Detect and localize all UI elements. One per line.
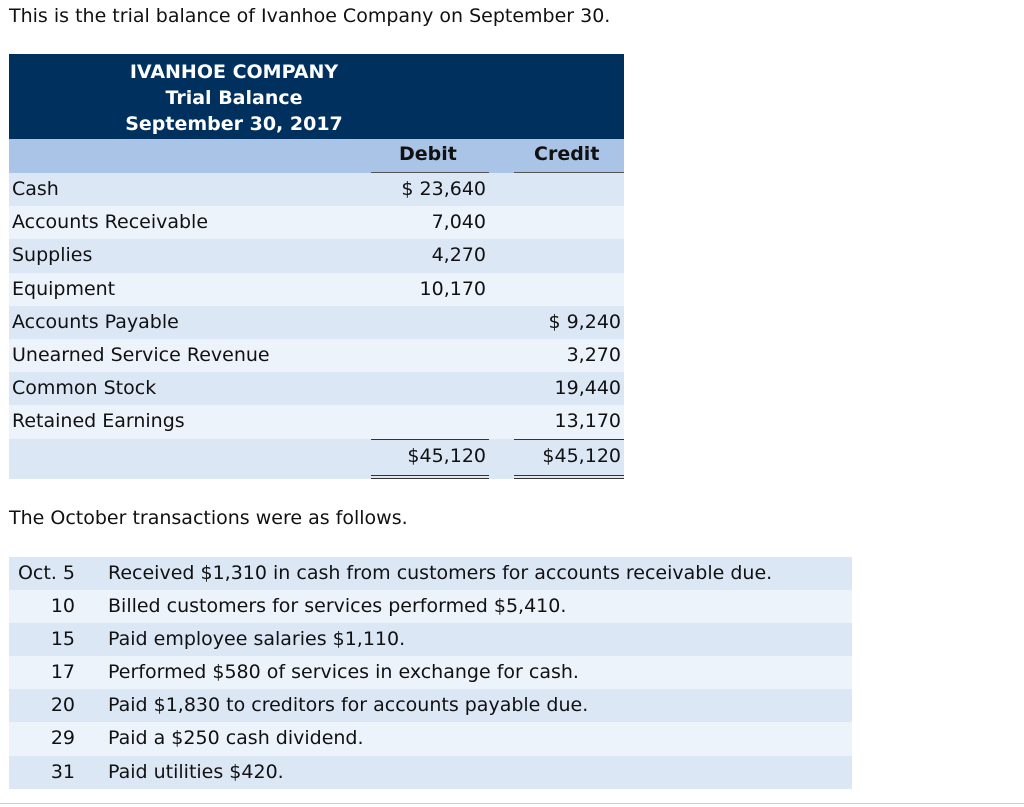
account-name: Unearned Service Revenue bbox=[12, 343, 270, 366]
list-item: Oct. 5 Received $1,310 in cash from cust… bbox=[9, 557, 852, 591]
account-name: Cash bbox=[12, 178, 59, 200]
debit-total-rule bbox=[371, 438, 489, 440]
debit-amount: 4,270 bbox=[431, 244, 486, 267]
credit-amount: 13,170 bbox=[554, 410, 621, 433]
intro-text: This is the trial balance of Ivanhoe Com… bbox=[9, 5, 611, 27]
transactions-list: Oct. 5 Received $1,310 in cash from cust… bbox=[9, 557, 852, 789]
credit-amount: $ 9,240 bbox=[548, 310, 621, 333]
table-row: Equipment 10,170 bbox=[9, 272, 624, 306]
debit-header: Debit bbox=[399, 143, 457, 165]
company-name: IVANHOE COMPANY bbox=[129, 61, 339, 83]
debit-amount: 7,040 bbox=[431, 211, 486, 234]
account-name: Equipment bbox=[12, 277, 116, 300]
transaction-text: Paid employee salaries $1,110. bbox=[108, 628, 406, 651]
transaction-text: Billed customers for services performed … bbox=[108, 595, 567, 618]
debit-double-underline bbox=[371, 474, 489, 479]
account-name: Retained Earnings bbox=[12, 410, 185, 433]
column-headers: Debit Credit bbox=[9, 139, 624, 173]
list-item: 29 Paid a $250 cash dividend. bbox=[9, 722, 852, 756]
list-item: 31 Paid utilities $420. bbox=[9, 755, 852, 789]
transaction-text: Paid a $250 cash dividend. bbox=[108, 727, 364, 750]
transaction-date: Oct. 5 bbox=[17, 562, 75, 584]
credit-total: $45,120 bbox=[542, 444, 621, 467]
list-item: 15 Paid employee salaries $1,110. bbox=[9, 623, 852, 657]
list-item: 17 Performed $580 of services in exchang… bbox=[9, 656, 852, 690]
credit-header-underline bbox=[514, 172, 624, 173]
table-row: Supplies 4,270 bbox=[9, 239, 624, 273]
account-name: Supplies bbox=[12, 244, 93, 267]
list-item: 20 Paid $1,830 to creditors for accounts… bbox=[9, 689, 852, 723]
account-name: Common Stock bbox=[12, 377, 157, 400]
credit-total-rule bbox=[514, 438, 624, 440]
transaction-date: 20 bbox=[50, 694, 75, 717]
transaction-text: Paid $1,830 to creditors for accounts pa… bbox=[108, 694, 589, 717]
totals-row: $45,120 $45,120 bbox=[9, 438, 624, 479]
transaction-date: 17 bbox=[50, 661, 75, 684]
transaction-date: 10 bbox=[50, 595, 75, 618]
credit-double-underline bbox=[514, 474, 624, 479]
transaction-text: Received $1,310 in cash from customers f… bbox=[108, 562, 773, 584]
transaction-date: 29 bbox=[50, 727, 75, 750]
table-row: Cash $ 23,640 bbox=[9, 173, 624, 207]
debit-amount: 10,170 bbox=[419, 277, 486, 300]
statement-title: Trial Balance bbox=[165, 87, 303, 109]
list-item: 10 Billed customers for services perform… bbox=[9, 590, 852, 624]
credit-amount: 19,440 bbox=[554, 377, 621, 400]
table-row: Accounts Receivable 7,040 bbox=[9, 206, 624, 240]
table-row: Common Stock 19,440 bbox=[9, 372, 624, 406]
table-row: Unearned Service Revenue 3,270 bbox=[9, 338, 624, 373]
transaction-text: Paid utilities $420. bbox=[108, 760, 284, 783]
table-row: Retained Earnings 13,170 bbox=[9, 405, 624, 439]
account-name: Accounts Receivable bbox=[12, 211, 209, 234]
account-name: Accounts Payable bbox=[12, 310, 179, 333]
debit-header-underline bbox=[371, 172, 489, 173]
table-row: Accounts Payable $ 9,240 bbox=[9, 305, 624, 339]
debit-total: $45,120 bbox=[407, 444, 486, 467]
transaction-date: 31 bbox=[50, 760, 75, 783]
statement-date: September 30, 2017 bbox=[125, 113, 343, 135]
credit-amount: 3,270 bbox=[566, 343, 621, 366]
trial-balance-header: IVANHOE COMPANY Trial Balance September … bbox=[9, 54, 624, 139]
credit-header: Credit bbox=[534, 143, 600, 165]
transaction-text: Performed $580 of services in exchange f… bbox=[108, 661, 579, 684]
debit-amount: $ 23,640 bbox=[401, 178, 486, 200]
transactions-intro: The October transactions were as follows… bbox=[9, 507, 408, 529]
transaction-date: 15 bbox=[50, 628, 75, 651]
trial-balance-table: IVANHOE COMPANY Trial Balance September … bbox=[9, 54, 624, 479]
bottom-divider bbox=[0, 803, 1024, 804]
